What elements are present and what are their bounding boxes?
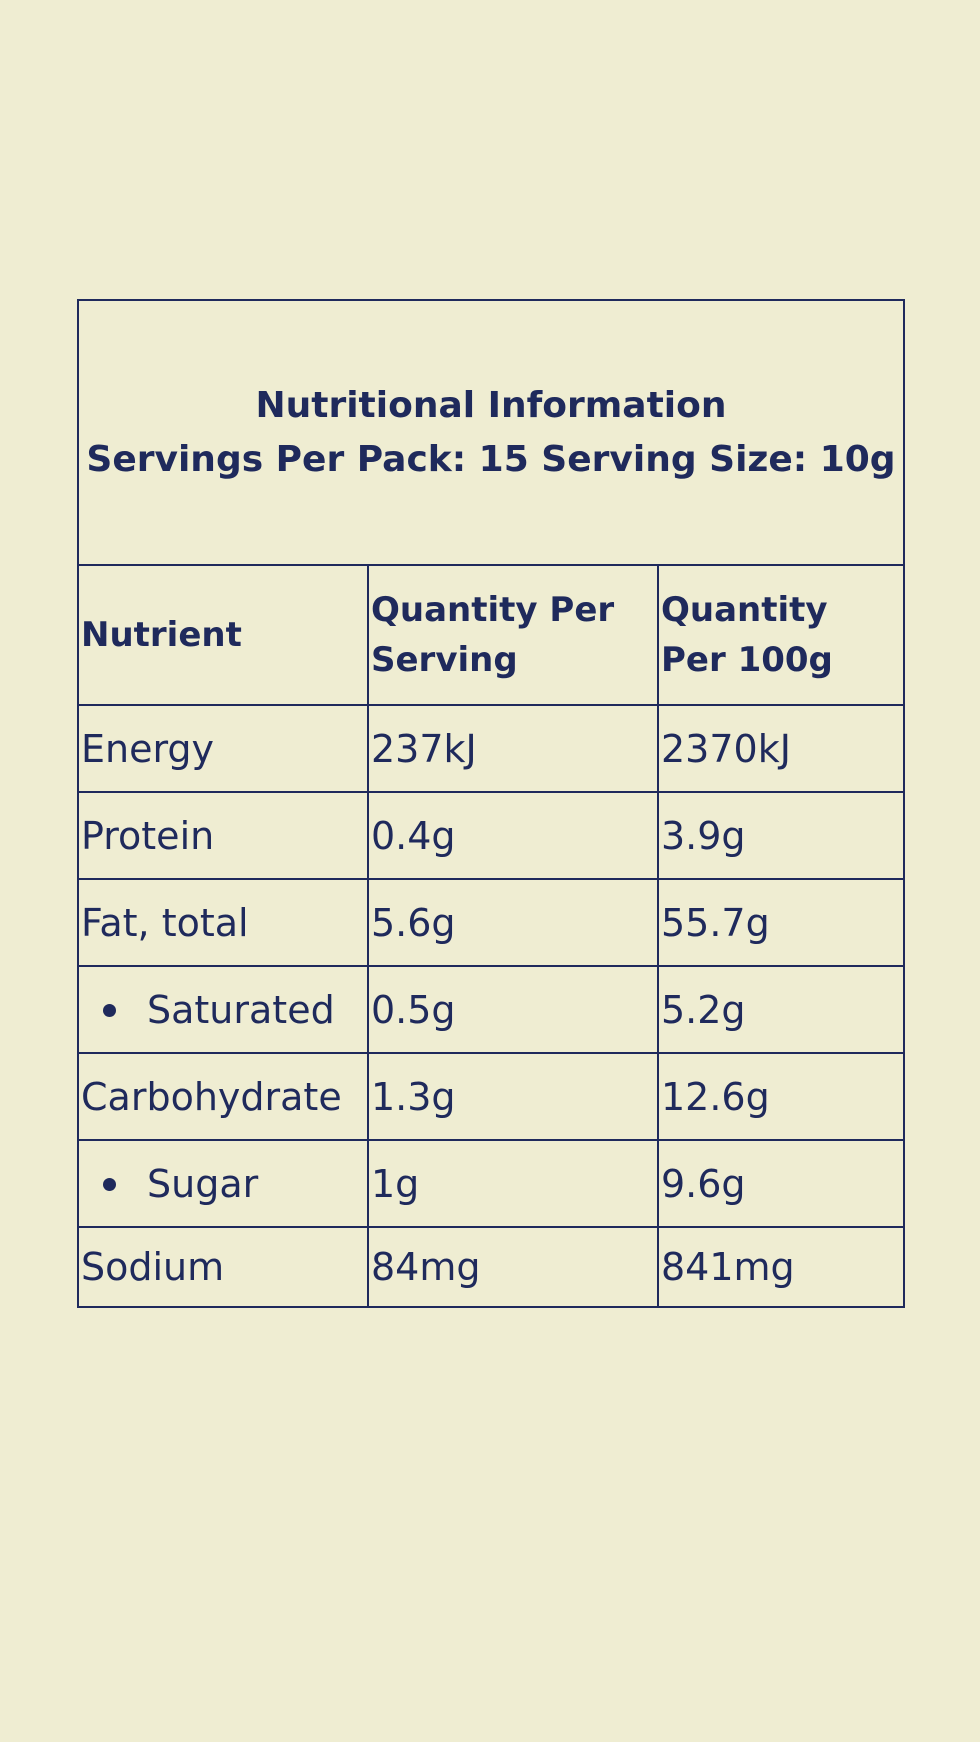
row: Fat, total 5.6g 55.7g <box>77 878 906 967</box>
cell: 237kJ <box>367 704 659 793</box>
cell: 55.7g <box>656 878 906 967</box>
cell: 841mg <box>656 1226 906 1308</box>
cell: Saturated <box>77 965 369 1054</box>
cell: 12.6g <box>656 1052 906 1141</box>
cell: 5.6g <box>367 878 659 967</box>
column-header: Nutrient <box>77 564 369 706</box>
column-header: Quantity Per 100g <box>656 564 906 706</box>
cell: 0.5g <box>367 965 659 1054</box>
row: Energy 237kJ 2370kJ <box>77 704 906 793</box>
subtitle: Servings Per Pack: 15 Serving Size: 10g <box>86 438 896 480</box>
row: Sodium 84mg 841mg <box>77 1226 906 1308</box>
cell: 2370kJ <box>656 704 906 793</box>
cell: 84mg <box>367 1226 659 1308</box>
cell: 1g <box>367 1139 659 1228</box>
row: Protein 0.4g 3.9g <box>77 791 906 880</box>
cell: 0.4g <box>367 791 659 880</box>
row: Saturated 0.5g 5.2g <box>77 965 906 1054</box>
cell: 3.9g <box>656 791 906 880</box>
header-row: Nutrient Quantity Per Serving Quantity P… <box>77 564 906 706</box>
title-cell: Nutritional Information Servings Per Pac… <box>76 299 906 566</box>
nutrition-table: Nutritional Information Servings Per Pac… <box>76 299 906 1308</box>
row: Sugar 1g 9.6g <box>77 1139 906 1228</box>
cell: 5.2g <box>656 965 906 1054</box>
cell: Fat, total <box>77 878 369 967</box>
cell: Energy <box>77 704 369 793</box>
cell: Sugar <box>77 1139 369 1228</box>
cell: 1.3g <box>367 1052 659 1141</box>
cell: Protein <box>77 791 369 880</box>
cell: 9.6g <box>656 1139 906 1228</box>
column-header: Quantity Per Serving <box>367 564 659 706</box>
cell: Carbohydrate <box>77 1052 369 1141</box>
title: Nutritional Information <box>255 384 727 426</box>
title-row: Nutritional Information Servings Per Pac… <box>76 299 906 566</box>
cell: Sodium <box>77 1226 369 1308</box>
row: Carbohydrate 1.3g 12.6g <box>77 1052 906 1141</box>
